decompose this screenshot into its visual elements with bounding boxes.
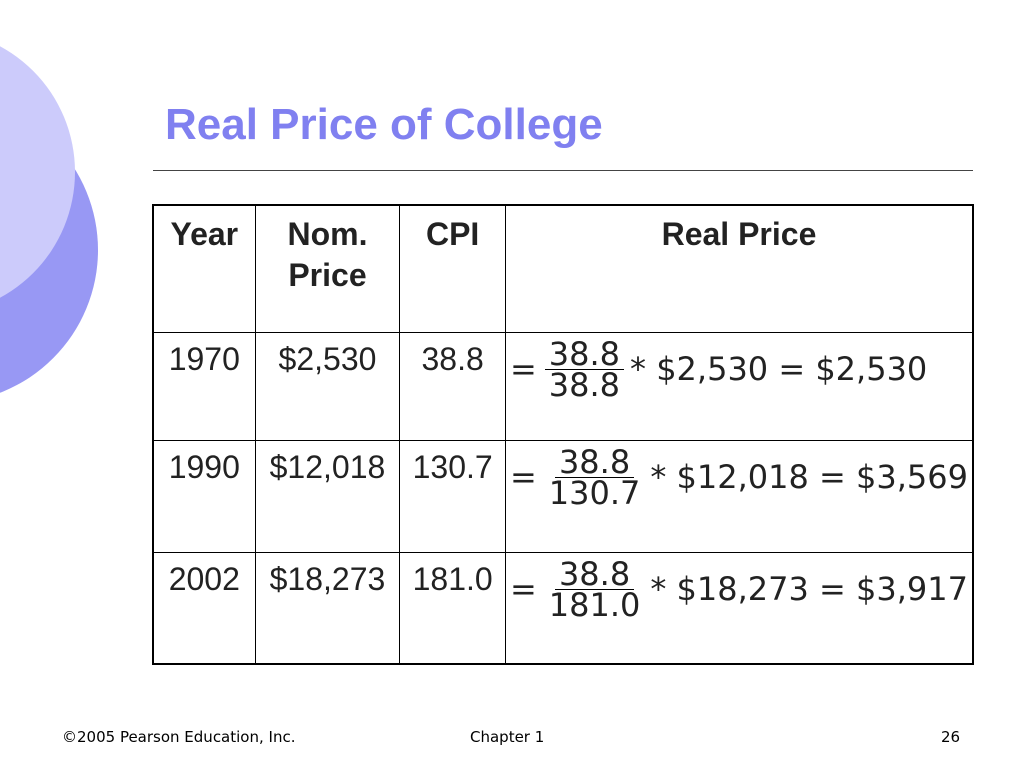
decorative-circles <box>0 46 98 393</box>
header-nominal-price: Nom. Price <box>254 204 401 333</box>
cell-real-price-formula: = 38.8 38.8 * $2,530 = $2,530 <box>504 331 974 441</box>
formula-fraction: 38.8 181.0 <box>545 558 645 624</box>
cell-cpi: 181.0 <box>399 551 506 665</box>
formula-equals: = <box>509 570 537 608</box>
table-row: 2002 $18,273 181.0 = 38.8 181.0 * $18,27… <box>152 551 974 665</box>
formula-fraction: 38.8 38.8 <box>544 338 625 404</box>
fraction-denominator: 181.0 <box>548 585 641 624</box>
formula: = 38.8 181.0 * $18,273 = $3,917 <box>509 558 968 624</box>
table-header-row: Year Nom. Price CPI Real Price <box>152 204 974 333</box>
decor-circle-light <box>0 46 75 298</box>
header-year: Year <box>152 204 256 333</box>
cell-year: 2002 <box>152 551 256 665</box>
header-cpi: CPI <box>399 204 506 333</box>
formula-equals: = <box>509 458 537 496</box>
formula-result: * $18,273 = $3,917 <box>650 570 968 608</box>
header-nominal-price-label: Nom. Price <box>287 216 368 293</box>
real-price-table: Year Nom. Price CPI Real Price 1970 $2,5… <box>152 204 974 665</box>
fraction-denominator: 38.8 <box>548 365 621 404</box>
fraction-denominator: 130.7 <box>548 473 641 512</box>
formula-result: * $12,018 = $3,569 <box>650 458 968 496</box>
footer-page-number: 26 <box>941 728 961 746</box>
cell-cpi: 38.8 <box>399 331 506 441</box>
cell-real-price-formula: = 38.8 181.0 * $18,273 = $3,917 <box>504 551 974 665</box>
cell-cpi: 130.7 <box>399 439 506 553</box>
cell-year: 1990 <box>152 439 256 553</box>
formula: = 38.8 130.7 * $12,018 = $3,569 <box>509 446 968 512</box>
cell-nominal-price: $18,273 <box>254 551 401 665</box>
title-underline <box>153 170 973 171</box>
table-row: 1970 $2,530 38.8 = 38.8 38.8 * $2,530 = … <box>152 331 974 441</box>
cell-real-price-formula: = 38.8 130.7 * $12,018 = $3,569 <box>504 439 974 553</box>
cell-nominal-price: $12,018 <box>254 439 401 553</box>
formula-equals: = <box>509 350 537 388</box>
header-real-price: Real Price <box>504 204 974 333</box>
slide-title: Real Price of College <box>165 100 603 149</box>
footer-chapter: Chapter 1 <box>470 728 545 746</box>
fraction-numerator: 38.8 <box>544 338 625 370</box>
cell-year: 1970 <box>152 331 256 441</box>
fraction-numerator: 38.8 <box>554 446 635 478</box>
formula-result: * $2,530 = $2,530 <box>630 350 928 388</box>
table-row: 1990 $12,018 130.7 = 38.8 130.7 * $12,01… <box>152 439 974 553</box>
formula-fraction: 38.8 130.7 <box>545 446 645 512</box>
footer-copyright: ©2005 Pearson Education, Inc. <box>62 728 296 746</box>
cell-nominal-price: $2,530 <box>254 331 401 441</box>
fraction-numerator: 38.8 <box>554 558 635 590</box>
formula: = 38.8 38.8 * $2,530 = $2,530 <box>509 338 968 404</box>
